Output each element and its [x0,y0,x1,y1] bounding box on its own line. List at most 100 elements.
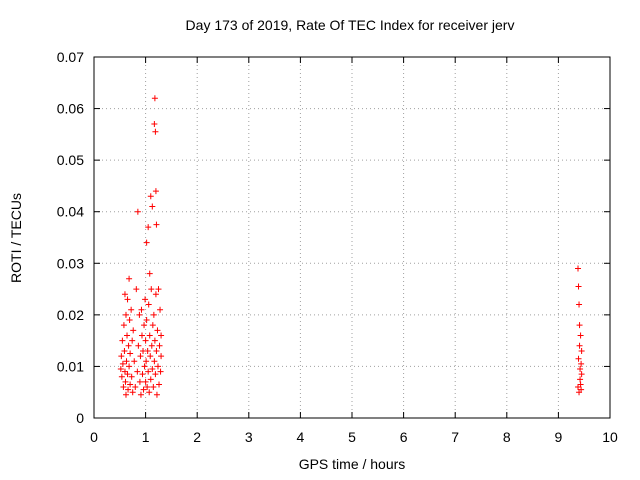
data-point [131,358,138,365]
data-point [578,386,585,393]
x-tick-label: 7 [451,429,459,445]
x-tick-label: 9 [555,429,563,445]
data-point [129,337,136,344]
data-point [151,337,158,344]
chart-title: Day 173 of 2019, Rate Of TEC Index for r… [185,17,515,33]
data-point [578,347,585,354]
data-point [149,203,156,210]
data-points [117,95,585,398]
data-point [127,350,134,357]
data-point [150,384,157,391]
data-point [121,347,128,354]
data-point [142,378,149,385]
y-axis-label: ROTI / TECUs [8,193,24,283]
y-tick-label: 0.03 [57,255,84,271]
x-tick-label: 6 [400,429,408,445]
data-point [143,239,150,246]
data-point [155,286,162,293]
data-point [148,286,155,293]
data-point [154,327,161,334]
data-point [147,353,154,360]
data-point [142,337,149,344]
data-point [154,363,161,370]
data-point [575,384,582,391]
data-point [120,322,127,329]
x-tick-label: 4 [297,429,305,445]
y-tick-labels: 0 0.01 0.02 0.03 0.04 0.05 0.06 0.07 [57,49,84,426]
y-tick-label: 0 [76,410,84,426]
data-point [142,296,149,303]
data-point [576,342,583,349]
y-tick-label: 0.01 [57,358,84,374]
data-point [138,332,145,339]
data-point [145,224,152,231]
data-point [148,342,155,349]
data-point [145,368,152,375]
data-point [138,306,145,313]
data-point [143,358,150,365]
data-point [146,332,153,339]
data-point [575,355,582,362]
data-point [144,347,151,354]
x-tick-label: 3 [245,429,253,445]
data-point [139,371,146,378]
data-point [121,368,128,375]
y-tick-label: 0.02 [57,307,84,323]
data-point [575,283,582,290]
data-point [124,371,131,378]
data-point [140,386,147,393]
grid-lines [94,57,610,418]
x-tick-label: 0 [90,429,98,445]
data-point [149,366,156,373]
data-point [153,347,160,354]
data-point [577,376,584,383]
data-point [126,275,133,282]
data-point [125,386,132,393]
data-point [134,368,141,375]
data-point [133,286,140,293]
data-point [151,358,158,365]
data-point [119,337,126,344]
data-point [153,391,160,398]
y-tick-label: 0.05 [57,152,84,168]
data-point [575,265,582,272]
x-tick-label: 8 [503,429,511,445]
data-point [577,332,584,339]
data-point [125,342,132,349]
data-point [150,311,157,318]
data-point [147,376,154,383]
x-axis-label: GPS time / hours [298,456,406,472]
data-point [128,373,135,380]
data-point [145,301,152,308]
data-point [124,332,131,339]
y-tick-label: 0.06 [57,101,84,117]
x-tick-label: 2 [193,429,201,445]
data-point [149,322,156,329]
data-point [151,95,158,102]
data-point [152,371,159,378]
data-point [577,381,584,388]
data-point [128,306,135,313]
x-tick-labels: 0 1 2 3 4 5 6 7 8 9 10 [90,429,618,445]
data-point [158,353,165,360]
data-point [117,366,124,373]
data-point [135,342,142,349]
data-point [576,301,583,308]
x-tick-label: 10 [602,429,618,445]
data-point [144,384,151,391]
data-point [141,322,148,329]
y-tick-label: 0.07 [57,49,84,65]
data-point [122,311,129,318]
data-point [129,389,136,396]
data-point [147,193,154,200]
data-point [119,360,126,367]
data-point [146,389,153,396]
data-point [118,373,125,380]
data-point [136,378,143,385]
data-point [146,270,153,277]
data-point [137,391,144,398]
data-point [152,188,159,195]
x-tick-label: 1 [142,429,150,445]
data-point [126,363,133,370]
